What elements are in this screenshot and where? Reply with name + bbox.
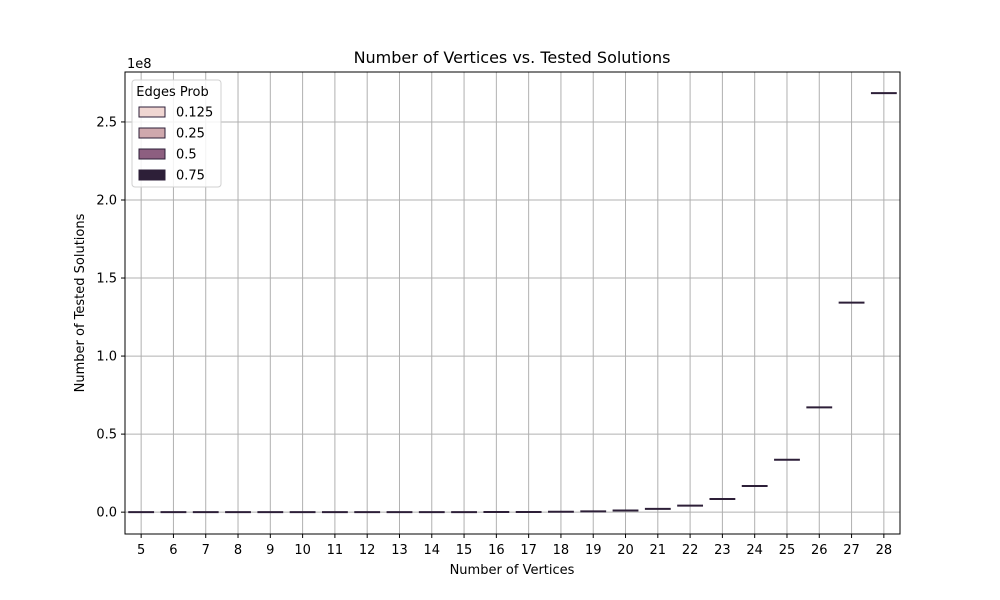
legend: Edges Prob 0.125 0.25 0.5 0.75 bbox=[131, 79, 222, 188]
x-tick-label: 17 bbox=[520, 543, 537, 558]
legend-title: Edges Prob bbox=[136, 85, 209, 100]
y-tick-label: 2.5 bbox=[96, 115, 117, 130]
x-tick-label: 18 bbox=[553, 543, 570, 558]
x-tick-label: 28 bbox=[876, 543, 893, 558]
legend-swatch bbox=[138, 127, 166, 139]
chart-title: Number of Vertices vs. Tested Solutions bbox=[354, 48, 671, 67]
grid bbox=[125, 72, 900, 534]
x-axis-label: Number of Vertices bbox=[450, 563, 575, 578]
x-tick-label: 22 bbox=[682, 543, 699, 558]
legend-entry-label: 0.25 bbox=[176, 127, 205, 142]
x-tick-label: 20 bbox=[617, 543, 634, 558]
legend-entry-label: 0.125 bbox=[176, 106, 213, 121]
y-axis-label: Number of Tested Solutions bbox=[73, 213, 88, 392]
x-tick-label: 11 bbox=[327, 543, 344, 558]
x-tick-label: 27 bbox=[843, 543, 860, 558]
x-tick-label: 6 bbox=[169, 543, 177, 558]
x-tick-label: 8 bbox=[234, 543, 242, 558]
legend-swatch bbox=[138, 169, 166, 181]
y-tick-label: 1.5 bbox=[96, 272, 117, 287]
legend-swatch bbox=[138, 106, 166, 118]
x-tick-label: 26 bbox=[811, 543, 828, 558]
x-tick-label: 14 bbox=[423, 543, 440, 558]
legend-swatch bbox=[138, 148, 166, 160]
y-axis-ticks: 0.0 0.5 1.0 1.5 2.0 2.5 bbox=[96, 115, 125, 521]
y-tick-label: 0.5 bbox=[96, 428, 117, 443]
data-marks bbox=[128, 92, 897, 514]
x-tick-label: 10 bbox=[294, 543, 311, 558]
x-tick-label: 7 bbox=[202, 543, 210, 558]
x-tick-label: 19 bbox=[585, 543, 602, 558]
legend-entry-label: 0.75 bbox=[176, 169, 205, 184]
x-tick-label: 9 bbox=[266, 543, 274, 558]
plot-area-frame bbox=[124, 71, 901, 535]
x-tick-label: 12 bbox=[359, 543, 376, 558]
x-tick-label: 23 bbox=[714, 543, 731, 558]
legend-entry-label: 0.5 bbox=[176, 148, 197, 163]
x-tick-label: 25 bbox=[779, 543, 796, 558]
x-tick-label: 15 bbox=[456, 543, 473, 558]
y-tick-label: 2.0 bbox=[96, 193, 117, 208]
x-tick-label: 24 bbox=[746, 543, 763, 558]
y-tick-label: 1.0 bbox=[96, 350, 117, 365]
x-tick-label: 21 bbox=[650, 543, 667, 558]
y-axis-scale-label: 1e8 bbox=[127, 57, 152, 72]
x-axis-ticks: 5 6 7 8 9 10 11 12 13 14 15 16 17 18 19 20 21 22 23 24 25 26 2… bbox=[137, 534, 892, 558]
y-tick-label: 0.0 bbox=[96, 506, 117, 521]
x-tick-label: 13 bbox=[391, 543, 408, 558]
x-tick-label: 5 bbox=[137, 543, 145, 558]
x-tick-label: 16 bbox=[488, 543, 505, 558]
